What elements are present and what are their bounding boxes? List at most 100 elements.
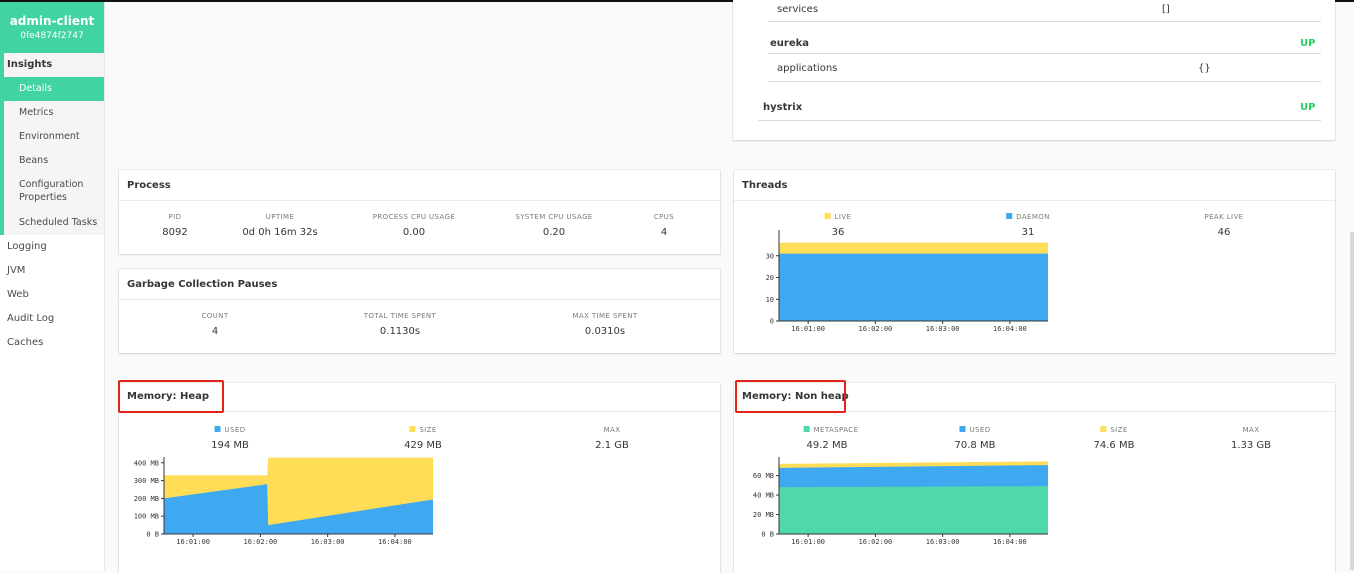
health-applications-label: applications bbox=[777, 63, 838, 74]
x-tick-label: 16:03:00 bbox=[926, 325, 960, 333]
heap-used-value: 194 MB bbox=[211, 440, 249, 451]
y-tick-label: 0 bbox=[770, 318, 774, 326]
threads-chart: 0 10 20 30 16:01:00 16:02:00 16:03:00 16:04:00 bbox=[766, 230, 1048, 333]
heap-title-highlight bbox=[118, 380, 224, 413]
series-area-used bbox=[164, 484, 433, 534]
sidebar-item-details[interactable]: Details bbox=[4, 77, 104, 101]
process-cpu-label: PROCESS CPU USAGE bbox=[372, 213, 456, 221]
sidebar-item-insights[interactable]: Insights bbox=[7, 59, 53, 70]
x-tick-label: 16:03:00 bbox=[926, 538, 960, 546]
health-hystrix-label: hystrix bbox=[763, 102, 803, 113]
divider bbox=[119, 200, 720, 201]
sidebar: admin-client 0fe4874f2747 Insights Detai… bbox=[0, 2, 105, 570]
y-tick-label: 400 MB bbox=[134, 459, 159, 467]
divider bbox=[119, 299, 720, 300]
heap-size-label: SIZE bbox=[409, 426, 436, 434]
threads-live-value: 36 bbox=[831, 227, 845, 238]
gc-total-value: 0.1130s bbox=[379, 326, 421, 337]
heap-size-value: 429 MB bbox=[404, 440, 442, 451]
sidebar-item-scheduled-tasks[interactable]: Scheduled Tasks bbox=[19, 217, 98, 228]
series-area-daemon bbox=[779, 253, 1048, 321]
threads-daemon-value: 31 bbox=[1021, 227, 1035, 238]
sidebar-item-web[interactable]: Web bbox=[7, 289, 29, 300]
divider bbox=[734, 411, 1335, 412]
health-applications-value: {} bbox=[1198, 63, 1211, 74]
x-tick-label: 16:01:00 bbox=[791, 325, 825, 333]
x-tick-label: 16:01:00 bbox=[176, 538, 210, 546]
y-tick-label: 0 B bbox=[761, 531, 774, 539]
cpus-label: CPUS bbox=[653, 213, 675, 221]
x-tick-label: 16:04:00 bbox=[993, 325, 1027, 333]
threads-live-label: LIVE bbox=[824, 213, 852, 221]
uptime-label: UPTIME bbox=[265, 213, 295, 221]
size-swatch bbox=[1100, 426, 1107, 432]
y-tick-label: 60 MB bbox=[753, 472, 774, 480]
gc-count-label: COUNT bbox=[201, 312, 229, 320]
app-brand[interactable]: admin-client 0fe4874f2747 bbox=[0, 2, 104, 53]
heap-chart: 0 B 100 MB 200 MB 300 MB 400 MB 16:01:00 16:02… bbox=[134, 457, 433, 546]
size-swatch bbox=[409, 426, 416, 432]
nonheap-size-label: SIZE bbox=[1100, 426, 1127, 434]
x-tick-label: 16:04:00 bbox=[993, 538, 1027, 546]
nonheap-used-label: USED bbox=[959, 426, 991, 434]
y-tick-label: 0 B bbox=[146, 531, 159, 539]
heap-max-value: 2.1 GB bbox=[595, 440, 629, 451]
gc-max-label: MAX TIME SPENT bbox=[572, 312, 638, 320]
used-swatch bbox=[959, 426, 966, 432]
sidebar-item-beans[interactable]: Beans bbox=[19, 155, 49, 166]
threads-daemon-label: DAEMON bbox=[1006, 213, 1050, 221]
y-tick-label: 10 bbox=[766, 296, 774, 304]
threads-title: Threads bbox=[742, 180, 788, 191]
heap-used-label: USED bbox=[214, 426, 246, 434]
pid-value: 8092 bbox=[162, 227, 188, 238]
heap-card: Memory: Heap USED 194 MB SIZE 429 MB MAX… bbox=[119, 383, 720, 573]
divider bbox=[734, 200, 1335, 201]
gc-card: Garbage Collection Pauses COUNT 4 TOTAL … bbox=[119, 269, 720, 353]
sidebar-item-audit-log[interactable]: Audit Log bbox=[7, 313, 55, 324]
sidebar-item-configuration-properties[interactable]: Configuration Properties bbox=[19, 179, 84, 203]
metaspace-swatch bbox=[803, 426, 810, 432]
y-tick-label: 20 MB bbox=[753, 511, 774, 519]
y-tick-label: 200 MB bbox=[134, 495, 159, 503]
health-eureka-status: UP bbox=[1300, 38, 1316, 49]
gc-title: Garbage Collection Pauses bbox=[127, 279, 278, 290]
sidebar-item-logging[interactable]: Logging bbox=[7, 241, 47, 252]
x-tick-label: 16:01:00 bbox=[791, 538, 825, 546]
nonheap-title: Memory: Non heap bbox=[742, 391, 849, 402]
nonheap-max-label: MAX bbox=[1242, 426, 1260, 434]
system-cpu-label: SYSTEM CPU USAGE bbox=[515, 213, 593, 221]
health-eureka-label: eureka bbox=[770, 38, 810, 49]
y-tick-label: 300 MB bbox=[134, 477, 159, 485]
heap-max-label: MAX bbox=[603, 426, 621, 434]
nonheap-max-value: 1.33 GB bbox=[1230, 440, 1272, 451]
nonheap-size-value: 74.6 MB bbox=[1093, 440, 1135, 451]
gc-max-value: 0.0310s bbox=[584, 326, 626, 337]
heap-title: Memory: Heap bbox=[127, 391, 210, 402]
health-hystrix-status: UP bbox=[1300, 102, 1316, 113]
nonheap-chart: 0 B 20 MB 40 MB 60 MB 16:01:00 16:02:00 16:03:… bbox=[753, 457, 1048, 546]
y-tick-label: 20 bbox=[766, 274, 774, 282]
sidebar-item-jvm[interactable]: JVM bbox=[7, 265, 26, 276]
live-swatch bbox=[824, 213, 831, 219]
process-title: Process bbox=[127, 180, 171, 191]
nonheap-metaspace-value: 49.2 MB bbox=[806, 440, 848, 451]
sidebar-item-metrics[interactable]: Metrics bbox=[19, 107, 54, 118]
series-area-metaspace bbox=[779, 486, 1048, 534]
process-cpu-value: 0.00 bbox=[402, 227, 426, 238]
health-card: services [] eureka UP applications {} hy… bbox=[733, 0, 1335, 140]
y-tick-label: 30 bbox=[766, 252, 774, 260]
y-tick-label: 40 MB bbox=[753, 492, 774, 500]
divider bbox=[768, 21, 1321, 22]
x-tick-label: 16:03:00 bbox=[311, 538, 345, 546]
uptime-value: 0d 0h 16m 32s bbox=[242, 227, 318, 238]
scrollbar-track[interactable] bbox=[1350, 232, 1354, 570]
health-services-label: services bbox=[777, 4, 819, 15]
gc-count-value: 4 bbox=[211, 326, 219, 337]
nonheap-title-highlight bbox=[735, 380, 846, 413]
sidebar-item-caches[interactable]: Caches bbox=[7, 337, 44, 348]
x-tick-label: 16:02:00 bbox=[859, 538, 893, 546]
divider bbox=[768, 81, 1321, 82]
threads-peak-value: 46 bbox=[1217, 227, 1231, 238]
sidebar-item-environment[interactable]: Environment bbox=[19, 131, 80, 142]
x-tick-label: 16:02:00 bbox=[859, 325, 893, 333]
